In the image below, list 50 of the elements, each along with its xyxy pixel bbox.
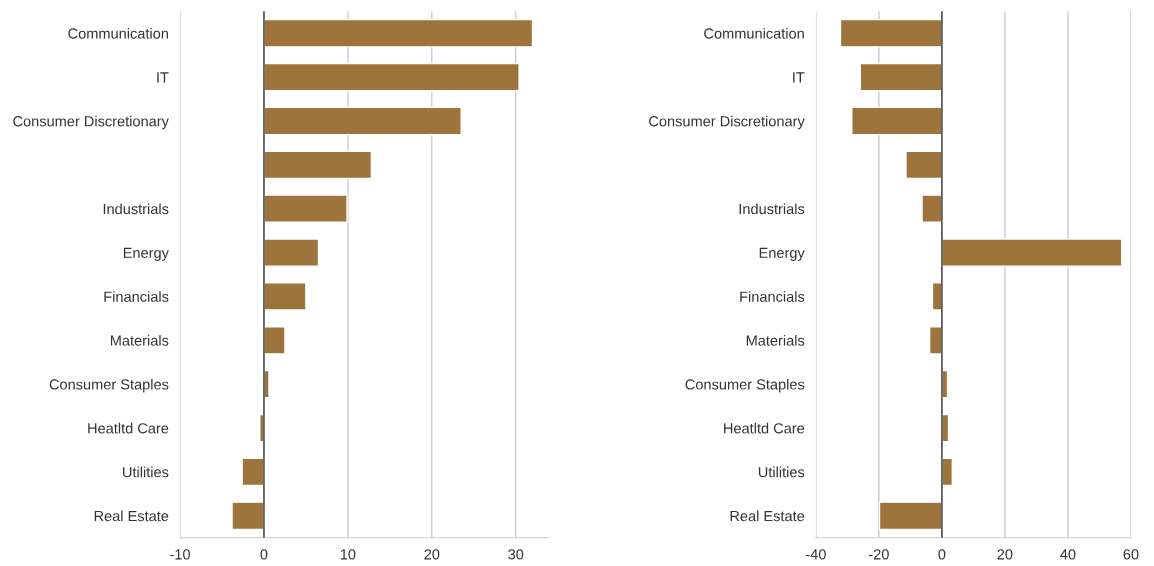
bar: [263, 18, 534, 48]
x-tick-label: 60: [1123, 549, 1139, 560]
y-tick-label: Consumer Discretionary: [649, 115, 805, 130]
bar: [263, 282, 307, 311]
x-tick-label: -20: [869, 549, 889, 560]
y-tick-label: IT: [793, 72, 805, 83]
bar: [263, 62, 520, 92]
bar: [263, 326, 286, 355]
x-tick-label: 40: [1060, 549, 1076, 560]
bar: [905, 150, 943, 180]
y-tick-label: Real Estate: [94, 510, 169, 522]
y-tick-label: Heatltd Care: [724, 422, 805, 434]
y-tick-label: Consumer Staples: [49, 378, 169, 393]
y-tick-label: Heatltd Care: [88, 422, 169, 434]
bar: [263, 238, 320, 267]
x-tick-label: 20: [424, 549, 440, 560]
x-tick-label: 0: [260, 549, 268, 560]
x-tick-label: 20: [997, 549, 1013, 560]
y-tick-label: Materials: [746, 335, 805, 346]
x-tick-label: -10: [170, 549, 190, 560]
y-tick-label: Financials: [104, 291, 169, 302]
bar: [263, 194, 348, 224]
y-tick-label: Industrials: [103, 203, 169, 215]
y-tick-label: Consumer Discretionary: [13, 115, 169, 130]
y-tick-label: Energy: [759, 247, 805, 261]
bar: [878, 501, 943, 531]
x-tick-label: 30: [508, 549, 524, 560]
bar: [941, 238, 1123, 267]
bar: [241, 457, 265, 487]
x-tick-label: 10: [340, 549, 356, 560]
y-tick-label: Communication: [704, 27, 804, 39]
bar: [839, 18, 943, 48]
bar: [851, 106, 943, 136]
bar: [859, 62, 943, 92]
bar: [921, 194, 943, 224]
y-tick-label: Financials: [740, 291, 805, 302]
x-tick-label: -40: [805, 549, 826, 560]
y-tick-label: Industrials: [739, 203, 805, 215]
y-tick-label: IT: [157, 72, 169, 83]
y-tick-label: Utilities: [758, 466, 805, 478]
y-tick-label: Materials: [110, 335, 169, 346]
y-tick-label: Utilities: [123, 466, 169, 478]
bar: [231, 501, 265, 531]
y-tick-label: Real Estate: [730, 510, 805, 522]
y-tick-label: Communication: [68, 27, 168, 39]
y-tick-label: Consumer Staples: [685, 378, 805, 393]
y-tick-label: Energy: [123, 247, 169, 261]
bar: [263, 106, 462, 136]
bar: [263, 150, 373, 180]
x-tick-label: 0: [938, 549, 946, 560]
